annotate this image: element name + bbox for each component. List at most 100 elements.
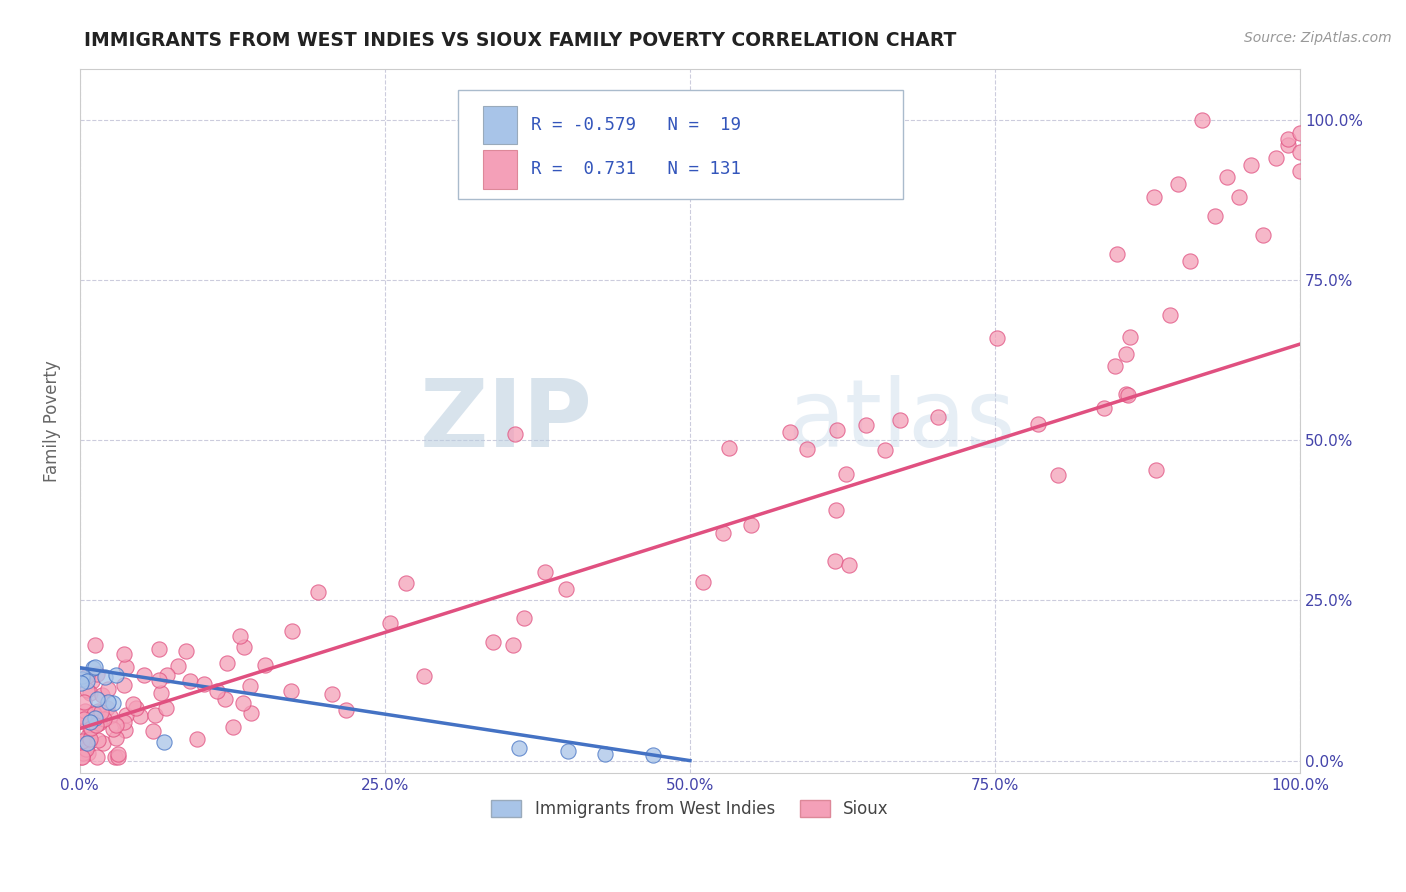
Point [482, 634, 505, 648]
Point [1289, 145, 1312, 159]
Point [93, 712, 115, 726]
Point [186, 731, 208, 746]
Text: Source: ZipAtlas.com: Source: ZipAtlas.com [1244, 31, 1392, 45]
Point [103, 722, 125, 736]
Point [70, 750, 93, 764]
Point [84, 717, 107, 731]
Point [718, 441, 741, 455]
Point [825, 503, 848, 517]
Point [70, 675, 93, 690]
Point [1204, 209, 1226, 223]
Point [1047, 468, 1070, 483]
Point [174, 644, 197, 658]
Point [90, 705, 112, 719]
Point [1167, 177, 1189, 191]
Point [76, 736, 98, 750]
Point [72, 710, 94, 724]
Point [1180, 253, 1202, 268]
Y-axis label: Family Poverty: Family Poverty [44, 360, 60, 482]
Text: atlas: atlas [787, 375, 1015, 467]
Point [1253, 228, 1275, 243]
FancyBboxPatch shape [482, 105, 516, 145]
Point [855, 417, 877, 432]
Point [79, 715, 101, 730]
Point [76, 669, 98, 683]
Point [98, 709, 121, 723]
Point [1240, 158, 1263, 172]
Point [1289, 126, 1312, 140]
Point [1277, 132, 1299, 146]
Point [1104, 359, 1126, 373]
FancyBboxPatch shape [458, 90, 904, 199]
Point [114, 723, 136, 737]
Point [1142, 189, 1164, 203]
Point [104, 668, 127, 682]
Point [395, 576, 418, 591]
Point [643, 748, 665, 763]
Point [155, 700, 177, 714]
Point [152, 734, 174, 748]
Text: ZIP: ZIP [419, 375, 592, 467]
Point [91, 688, 114, 702]
Point [873, 443, 896, 458]
Point [205, 683, 228, 698]
Point [1115, 347, 1137, 361]
Text: R =  0.731   N = 131: R = 0.731 N = 131 [531, 161, 741, 178]
Point [75, 742, 97, 756]
Point [107, 750, 129, 764]
Point [321, 686, 343, 700]
Point [239, 706, 262, 720]
Point [122, 697, 145, 711]
Point [1264, 151, 1286, 165]
Point [77, 735, 100, 749]
Point [112, 647, 135, 661]
Point [70, 709, 93, 723]
Point [87, 716, 110, 731]
Point [114, 660, 136, 674]
Point [692, 575, 714, 590]
Point [86, 667, 108, 681]
Point [104, 718, 127, 732]
Point [796, 442, 818, 457]
Point [84, 711, 107, 725]
Point [97, 695, 120, 709]
Point [134, 668, 156, 682]
Point [335, 703, 357, 717]
Point [80, 715, 103, 730]
Point [711, 526, 734, 541]
Point [70, 672, 93, 686]
Point [70, 669, 93, 683]
Point [215, 656, 238, 670]
Point [307, 585, 329, 599]
Point [1277, 138, 1299, 153]
Point [378, 615, 401, 630]
Point [72, 747, 94, 761]
Point [557, 744, 579, 758]
Text: IMMIGRANTS FROM WEST INDIES VS SIOUX FAMILY POVERTY CORRELATION CHART: IMMIGRANTS FROM WEST INDIES VS SIOUX FAM… [84, 31, 956, 50]
Point [1092, 401, 1115, 415]
Point [986, 331, 1008, 345]
Point [222, 720, 245, 734]
Point [70, 750, 93, 764]
Point [76, 682, 98, 697]
Point [115, 708, 138, 723]
Point [239, 679, 262, 693]
Point [142, 724, 165, 739]
Point [513, 611, 536, 625]
Point [125, 700, 148, 714]
Point [232, 696, 254, 710]
Point [96, 701, 118, 715]
Point [129, 708, 152, 723]
Point [502, 639, 524, 653]
Point [593, 747, 616, 762]
Point [91, 736, 114, 750]
Point [104, 750, 127, 764]
Point [229, 629, 252, 643]
Point [112, 678, 135, 692]
Point [86, 733, 108, 747]
Point [156, 668, 179, 682]
Point [149, 685, 172, 699]
Point [1159, 309, 1181, 323]
Point [86, 750, 108, 764]
Point [533, 565, 555, 579]
